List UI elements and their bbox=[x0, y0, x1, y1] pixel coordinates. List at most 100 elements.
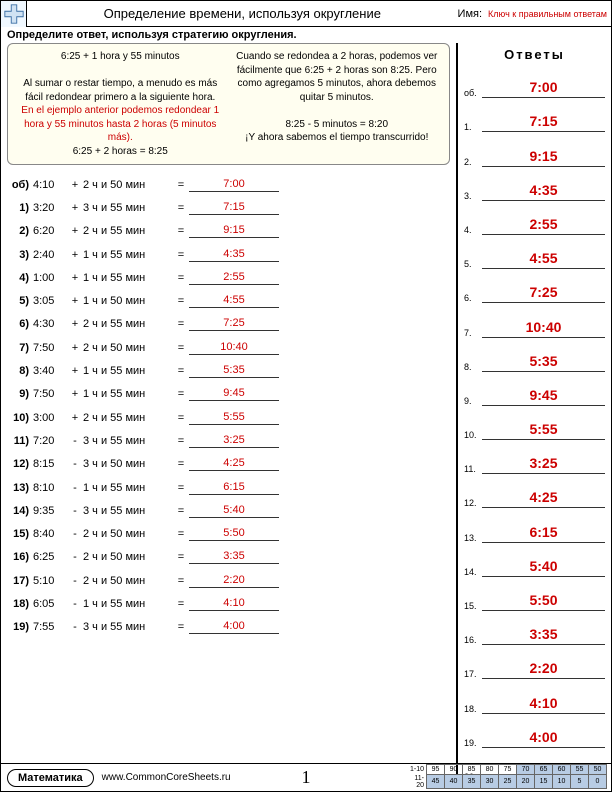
main-area: 6:25 + 1 hora y 55 minutos Al sumar o re… bbox=[1, 43, 611, 786]
answer-value: 4:00 bbox=[482, 729, 605, 748]
problem-number: 5) bbox=[7, 295, 33, 307]
problem-op: + bbox=[67, 388, 83, 400]
problem-number: 3) bbox=[7, 249, 33, 261]
problem-op: + bbox=[67, 225, 83, 237]
problem-row: 4)1:00+1 ч и 55 мин=2:55 bbox=[7, 266, 450, 289]
problem-number: 7) bbox=[7, 342, 33, 354]
problem-number: 4) bbox=[7, 272, 33, 284]
problem-row: 5)3:05+1 ч и 50 мин=4:55 bbox=[7, 289, 450, 312]
problem-time: 3:40 bbox=[33, 365, 67, 377]
problem-duration: 2 ч и 55 мин bbox=[83, 225, 173, 237]
problem-duration: 2 ч и 55 мин bbox=[83, 318, 173, 330]
worksheet-page: Определение времени, используя округлени… bbox=[0, 0, 612, 792]
answer-row: 19.4:00 bbox=[464, 714, 605, 748]
example-text: Al sumar o restar tiempo, a menudo es má… bbox=[16, 77, 225, 104]
problem-eq: = bbox=[173, 249, 189, 261]
problem-number: 15) bbox=[7, 528, 33, 540]
answer-number: 16. bbox=[464, 635, 482, 645]
answer-key-label: Ключ к правильным ответам bbox=[488, 9, 607, 19]
answer-value: 9:45 bbox=[482, 387, 605, 406]
answer-row: 18.4:10 bbox=[464, 679, 605, 713]
problem-op: + bbox=[67, 272, 83, 284]
problem-row: 16)6:25-2 ч и 50 мин=3:35 bbox=[7, 546, 450, 569]
problem-row: 13)8:10-1 ч и 55 мин=6:15 bbox=[7, 476, 450, 499]
answer-row: 2.9:15 bbox=[464, 132, 605, 166]
problem-answer: 3:35 bbox=[189, 550, 279, 564]
problems-column: 6:25 + 1 hora y 55 minutos Al sumar o re… bbox=[1, 43, 456, 786]
example-text: Cuando se redondea a 2 horas, podemos ve… bbox=[233, 50, 442, 104]
problem-time: 6:05 bbox=[33, 598, 67, 610]
problem-row: 18)6:05-1 ч и 55 мин=4:10 bbox=[7, 592, 450, 615]
problem-duration: 3 ч и 50 мин bbox=[83, 458, 173, 470]
problem-number: 11) bbox=[7, 435, 33, 447]
problem-op: + bbox=[67, 412, 83, 424]
problem-op: + bbox=[67, 342, 83, 354]
answer-row: 11.3:25 bbox=[464, 440, 605, 474]
problem-number: 1) bbox=[7, 202, 33, 214]
problem-eq: = bbox=[173, 202, 189, 214]
answer-value: 4:55 bbox=[482, 250, 605, 269]
score-cell: 20 bbox=[517, 775, 535, 789]
example-text: En el ejemplo anterior podemos redondear… bbox=[16, 104, 225, 145]
problem-op: - bbox=[67, 621, 83, 633]
answer-value: 4:35 bbox=[482, 182, 605, 201]
problem-row: 8)3:40+1 ч и 55 мин=5:35 bbox=[7, 359, 450, 382]
score-cell: 40 bbox=[445, 775, 463, 789]
footer: Математика www.CommonCoreSheets.ru 1 1-1… bbox=[1, 763, 611, 791]
problem-number: 9) bbox=[7, 388, 33, 400]
problem-op: - bbox=[67, 598, 83, 610]
example-box: 6:25 + 1 hora y 55 minutos Al sumar o re… bbox=[7, 43, 450, 165]
answer-value: 5:40 bbox=[482, 558, 605, 577]
problem-answer: 5:50 bbox=[189, 527, 279, 541]
problem-time: 4:10 bbox=[33, 179, 67, 191]
problem-number: 12) bbox=[7, 458, 33, 470]
problem-duration: 3 ч и 55 мин bbox=[83, 621, 173, 633]
score-cell: 55 bbox=[571, 765, 589, 775]
problem-row: 12)8:15-3 ч и 50 мин=4:25 bbox=[7, 453, 450, 476]
problem-op: + bbox=[67, 365, 83, 377]
answer-value: 6:15 bbox=[482, 524, 605, 543]
problem-time: 7:20 bbox=[33, 435, 67, 447]
answer-number: 6. bbox=[464, 293, 482, 303]
answer-value: 5:50 bbox=[482, 592, 605, 611]
problem-answer: 4:25 bbox=[189, 457, 279, 471]
answer-number: 12. bbox=[464, 498, 482, 508]
score-cell: 50 bbox=[589, 765, 607, 775]
score-cell: 0 bbox=[589, 775, 607, 789]
problem-duration: 1 ч и 55 мин bbox=[83, 388, 173, 400]
score-cell: 25 bbox=[499, 775, 517, 789]
problem-eq: = bbox=[173, 342, 189, 354]
answer-row: 5.4:55 bbox=[464, 235, 605, 269]
answer-row: 17.2:20 bbox=[464, 645, 605, 679]
problem-row: 6)4:30+2 ч и 55 мин=7:25 bbox=[7, 313, 450, 336]
answer-value: 5:35 bbox=[482, 353, 605, 372]
problem-answer: 7:25 bbox=[189, 317, 279, 331]
problem-eq: = bbox=[173, 621, 189, 633]
answer-number: об. bbox=[464, 88, 482, 98]
problem-answer: 2:20 bbox=[189, 574, 279, 588]
problem-duration: 2 ч и 50 мин bbox=[83, 179, 173, 191]
score-cell: 85 bbox=[463, 765, 481, 775]
problem-answer: 5:35 bbox=[189, 364, 279, 378]
problem-number: 19) bbox=[7, 621, 33, 633]
problem-eq: = bbox=[173, 458, 189, 470]
problem-answer: 4:55 bbox=[189, 294, 279, 308]
problem-time: 7:50 bbox=[33, 388, 67, 400]
problem-eq: = bbox=[173, 412, 189, 424]
problem-eq: = bbox=[173, 365, 189, 377]
problem-eq: = bbox=[173, 528, 189, 540]
answer-number: 7. bbox=[464, 328, 482, 338]
score-cell: 70 bbox=[517, 765, 535, 775]
score-cell: 45 bbox=[427, 775, 445, 789]
answers-list: об.7:001.7:152.9:153.4:354.2:555.4:556.7… bbox=[464, 64, 605, 782]
example-text: 8:25 - 5 minutos = 8:20 bbox=[233, 118, 442, 132]
problem-answer: 9:15 bbox=[189, 224, 279, 238]
answer-number: 9. bbox=[464, 396, 482, 406]
answer-number: 19. bbox=[464, 738, 482, 748]
answer-row: 14.5:40 bbox=[464, 543, 605, 577]
instructions: Определите ответ, используя стратегию ок… bbox=[1, 27, 611, 43]
answer-number: 13. bbox=[464, 533, 482, 543]
answer-number: 10. bbox=[464, 430, 482, 440]
problem-eq: = bbox=[173, 272, 189, 284]
score-cell: 80 bbox=[481, 765, 499, 775]
